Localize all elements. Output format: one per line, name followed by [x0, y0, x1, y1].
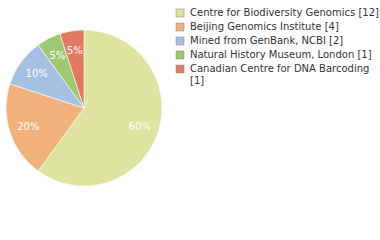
- data-label: 20%: [17, 121, 39, 132]
- data-label: 10%: [26, 68, 48, 79]
- legend-label: Canadian Centre for DNA Barcoding[1]: [190, 63, 369, 86]
- data-label: 5%: [50, 50, 66, 61]
- chart: 60%20%10%5%5%Centre for Biodiversity Gen…: [0, 0, 380, 240]
- legend-swatch: [176, 65, 184, 73]
- data-label: 60%: [129, 121, 151, 132]
- legend-label: Natural History Museum, London [1]: [190, 49, 372, 60]
- legend-swatch: [176, 23, 184, 31]
- legend-swatch: [176, 51, 184, 59]
- legend-label: Mined from GenBank, NCBI [2]: [190, 35, 343, 46]
- legend-label: Beijing Genomics Institute [4]: [190, 21, 339, 32]
- data-labels: 60%20%10%5%5%: [17, 45, 151, 132]
- legend: Centre for Biodiversity Genomics [12] Bei…: [176, 7, 379, 86]
- pie: [6, 30, 162, 186]
- legend-swatch: [176, 37, 184, 45]
- pie-slice: [60, 30, 84, 108]
- legend-label: Centre for Biodiversity Genomics [12]: [190, 7, 379, 18]
- legend-swatch: [176, 9, 184, 17]
- data-label: 5%: [67, 45, 83, 56]
